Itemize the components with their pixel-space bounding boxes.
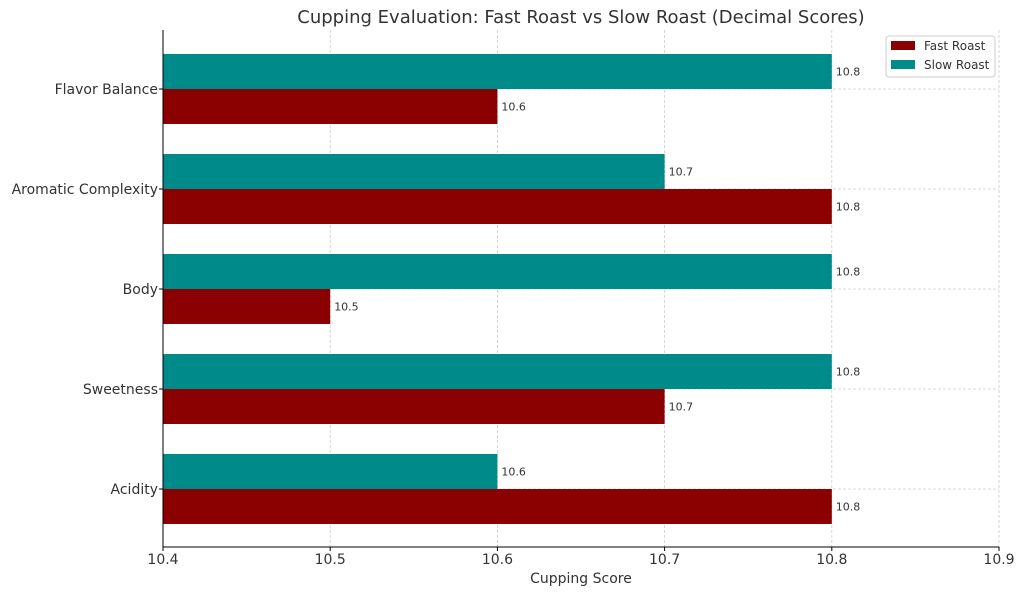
y-tick-label: Sweetness <box>83 382 158 398</box>
legend-swatch <box>891 60 915 69</box>
data-labels: 10.6 10.8 10.5 10.7 10.8 10.8 10.7 10.8 10.8 10.6 <box>334 66 860 514</box>
y-tick-label: Flavor Balance <box>55 82 158 98</box>
data-label: 10.7 <box>669 401 694 414</box>
bar-fast-roast <box>163 189 832 224</box>
bar-fast-roast <box>163 489 832 524</box>
y-tick-label: Acidity <box>111 482 158 498</box>
bar-slow-roast <box>163 154 665 189</box>
y-tick-label: Body <box>123 282 158 298</box>
data-label: 10.8 <box>836 66 861 79</box>
data-label: 10.8 <box>836 501 861 514</box>
data-label: 10.7 <box>669 166 694 179</box>
legend-label: Fast Roast <box>924 39 986 53</box>
y-ticks: Flavor Balance Aromatic Complexity Body Swe… <box>12 82 163 498</box>
x-tick-label: 10.7 <box>649 552 680 568</box>
bars <box>163 54 832 524</box>
x-tick-label: 10.4 <box>147 552 178 568</box>
x-tick-label: 10.6 <box>482 552 513 568</box>
bar-fast-roast <box>163 89 498 124</box>
data-label: 10.8 <box>836 201 861 214</box>
data-label: 10.8 <box>836 266 861 279</box>
legend-swatch <box>891 41 915 50</box>
data-label: 10.6 <box>501 466 526 479</box>
bar-fast-roast <box>163 289 331 324</box>
x-ticks: 10.4 10.5 10.6 10.7 10.8 10.9 <box>147 547 1015 568</box>
bar-fast-roast <box>163 389 665 424</box>
x-tick-label: 10.9 <box>983 552 1014 568</box>
legend-label: Slow Roast <box>924 58 990 72</box>
data-label: 10.5 <box>334 301 359 314</box>
data-label: 10.6 <box>501 101 526 114</box>
x-tick-label: 10.8 <box>816 552 847 568</box>
chart-title: Cupping Evaluation: Fast Roast vs Slow R… <box>297 7 864 28</box>
legend: Fast Roast Slow Roast <box>885 35 996 78</box>
bar-slow-roast <box>163 454 498 489</box>
x-tick-label: 10.5 <box>315 552 346 568</box>
bar-slow-roast <box>163 254 832 289</box>
bar-slow-roast <box>163 54 832 89</box>
data-label: 10.8 <box>836 366 861 379</box>
x-axis-label: Cupping Score <box>530 571 632 587</box>
bar-slow-roast <box>163 354 832 389</box>
y-tick-label: Aromatic Complexity <box>12 182 158 198</box>
